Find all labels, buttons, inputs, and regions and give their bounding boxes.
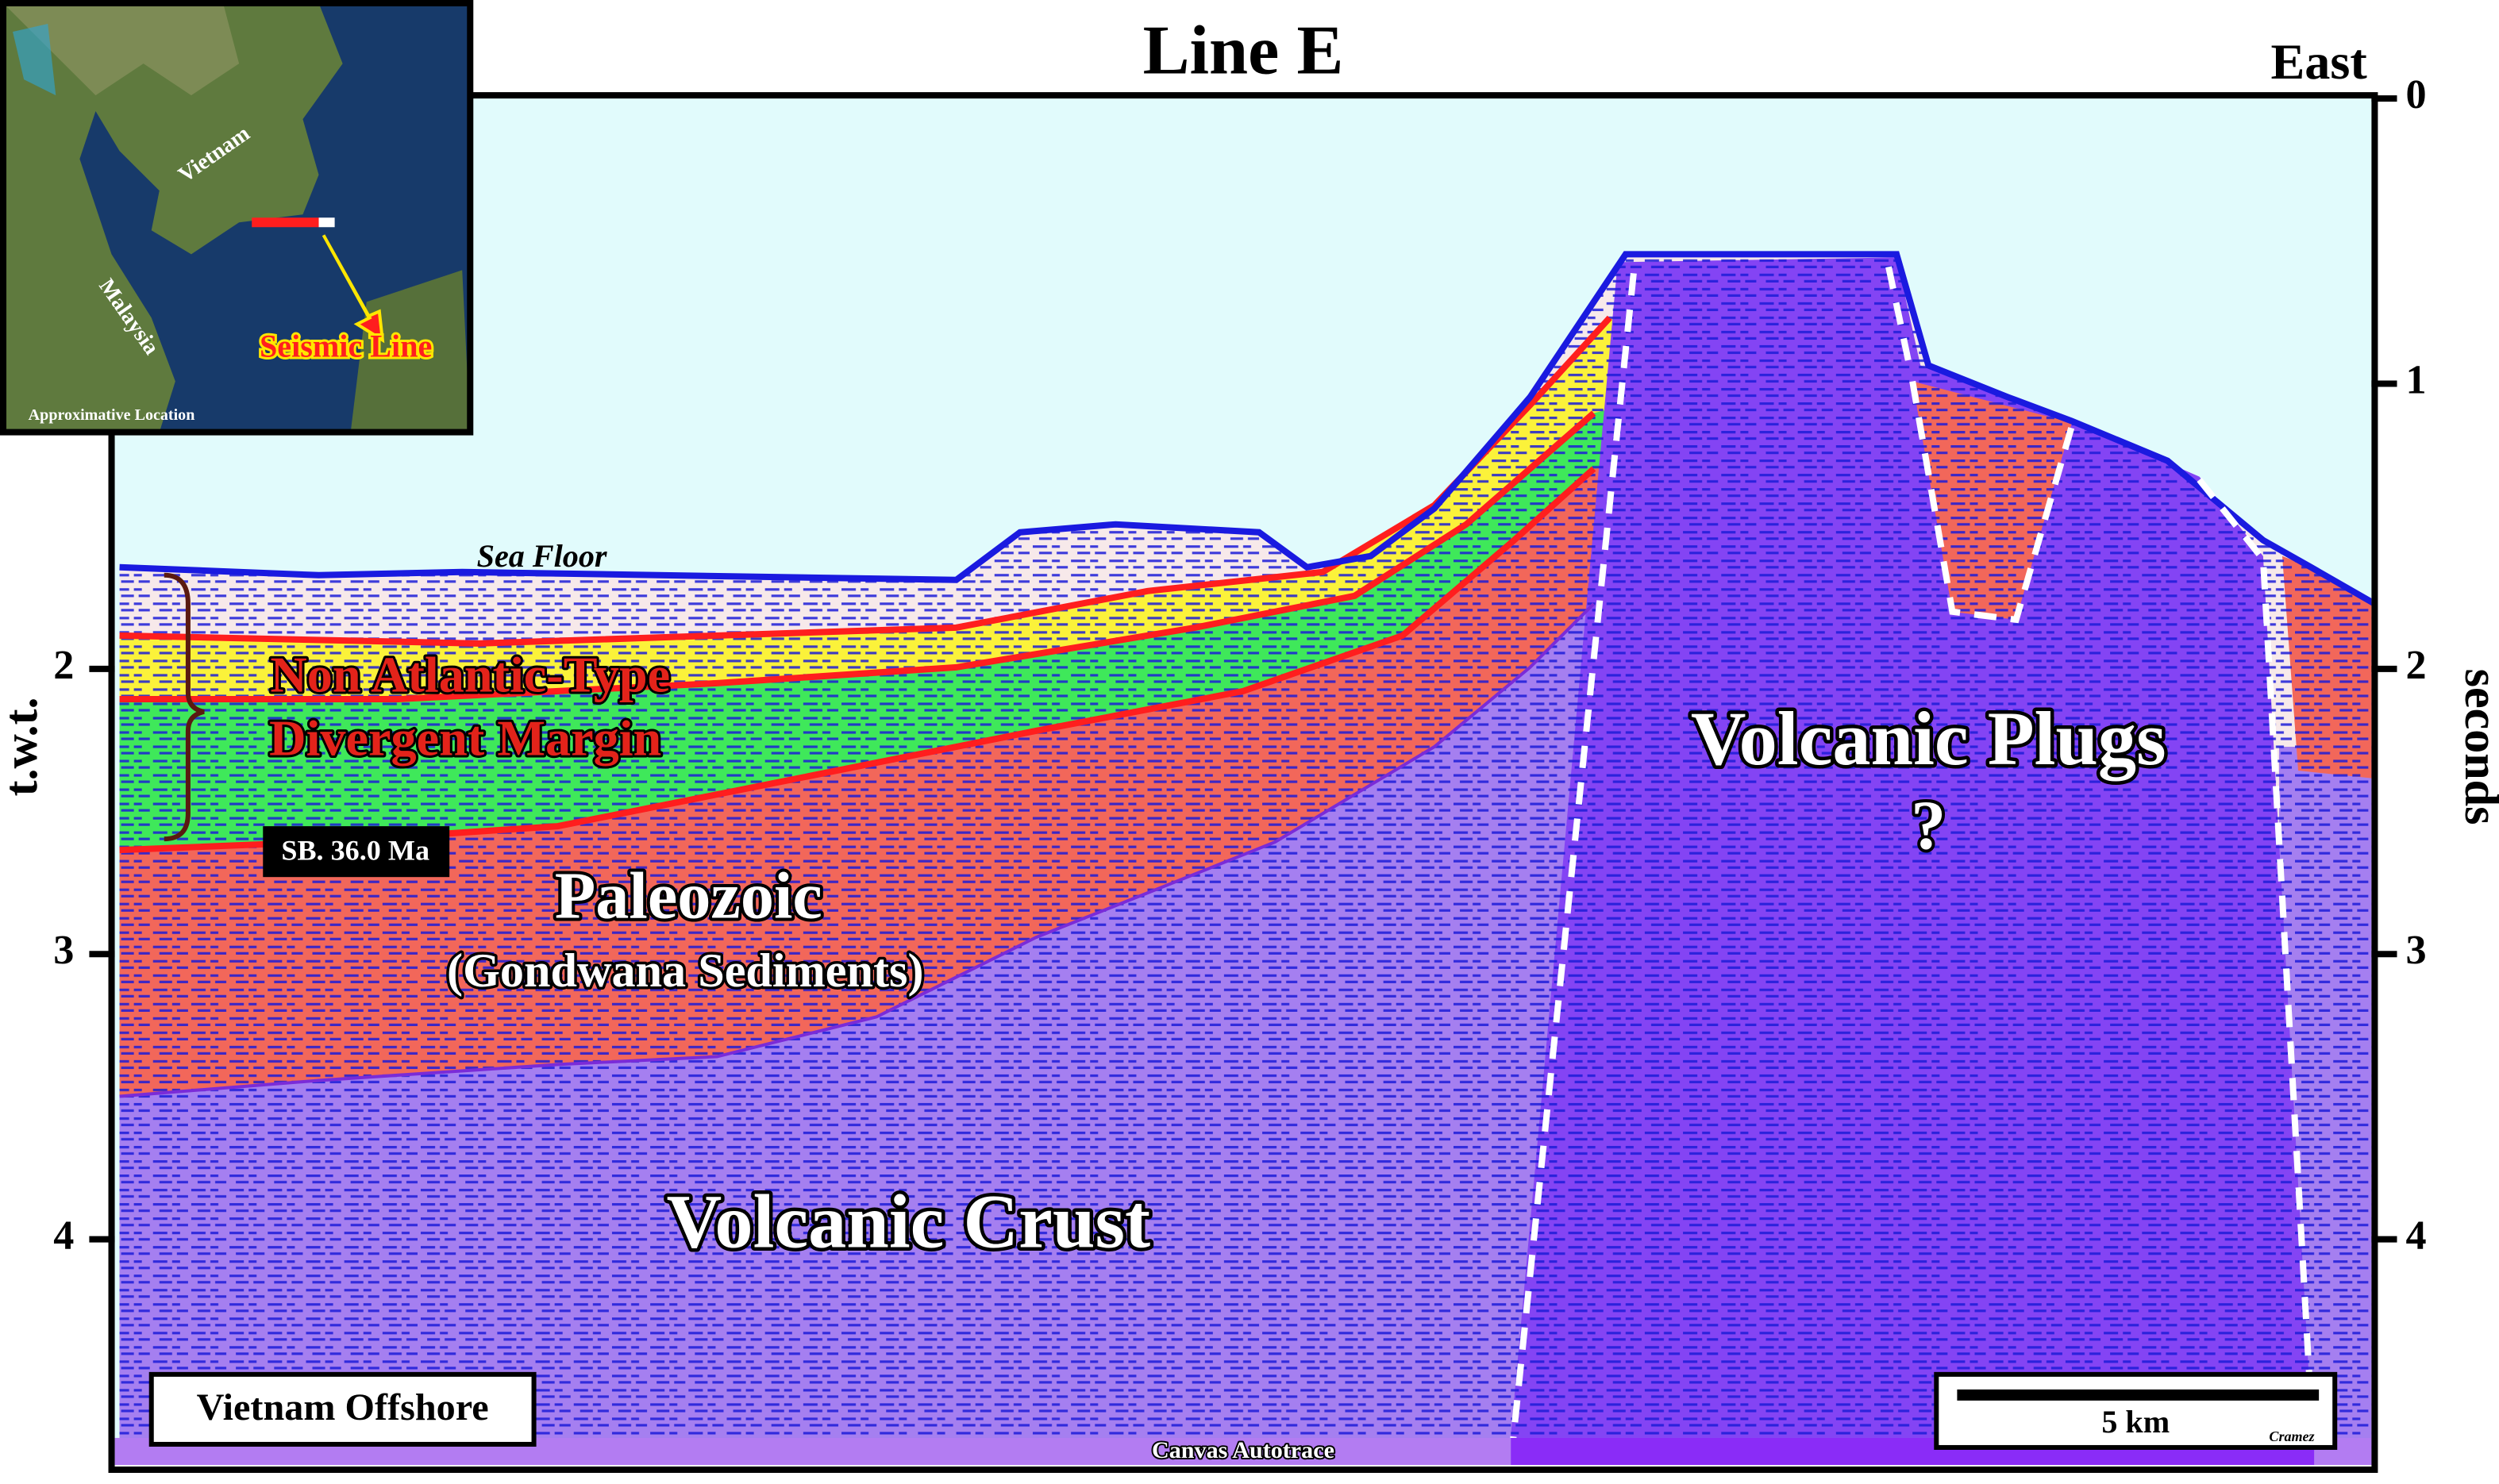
location-label: Vietnam Offshore [197,1386,489,1428]
inset-map: Vietnam Malaysia Seismic Line Approximat… [0,0,474,436]
y-tick-label-right: 2 [2406,643,2427,688]
y-tick-label-right: 4 [2406,1213,2427,1259]
inset-arrow [322,234,385,344]
axis-label-right: seconds [2455,669,2499,825]
location-box [148,1371,537,1447]
scale-label: 5 km [2101,1404,2170,1440]
sea-floor-label: Sea Floor [477,538,607,574]
inset-caption: Approximative Location [29,406,195,424]
y-tick-label-right: 1 [2406,358,2427,403]
plug-outline [1507,266,2318,1463]
inset-frame [0,0,474,436]
section [114,98,2372,1465]
question-label: ? [1911,786,1946,864]
brace [164,572,205,842]
inset-land-west [3,3,343,433]
sea-floor-line [119,251,2372,606]
y-tick-label-left: 4 [53,1213,74,1259]
gondwana-label: (Gondwana Sediments) [447,944,923,998]
texture [119,254,2372,1465]
inset-land-north [3,3,240,96]
inset-lake [13,24,56,96]
margin-label-2: Divergent Margin [269,710,661,767]
y-tick-label-left: 3 [53,928,74,973]
inset-seismic-line: Seismic Line [260,329,432,364]
axis-label-left: t.w.t. [0,697,48,796]
paleozoic-label: Paleozoic [555,859,822,933]
credit-label: Canvas Autotrace [1152,1436,1334,1463]
title: Line E [1143,11,1344,89]
y-tick-label-left: 2 [53,643,74,688]
margin-label-1: Non Atlantic-Type [270,647,670,703]
y-tick-label-right: 3 [2406,928,2427,973]
sb-box [263,826,450,878]
frame [108,92,2378,1473]
scale-box [1934,1371,2338,1450]
author-label: Cramez [2269,1428,2314,1444]
y-tick-label-right: 0 [2406,72,2427,117]
direction: East [2270,33,2367,90]
crust-label: Volcanic Crust [667,1179,1150,1264]
sb-label: SB. 36.0 Ma [281,834,429,866]
plugs-label: Volcanic Plugs [1691,696,2166,781]
crust-top [119,602,1596,1098]
